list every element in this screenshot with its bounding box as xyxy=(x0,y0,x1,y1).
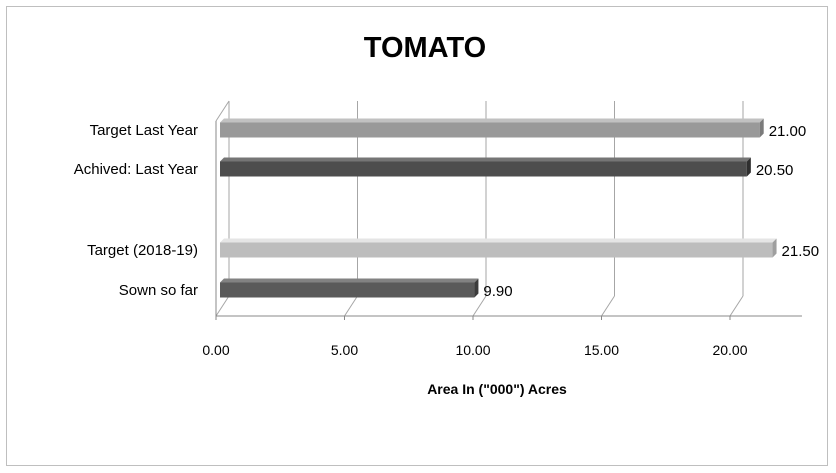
gridline-floor xyxy=(472,295,487,317)
bar xyxy=(220,282,475,298)
chart-title: TOMATO xyxy=(364,32,486,64)
bar-end xyxy=(474,278,479,298)
gridline-floor xyxy=(601,295,615,317)
x-tick-label: 5.00 xyxy=(331,342,358,358)
category-label: Target (2018-19) xyxy=(87,242,198,259)
x-tick-label: 20.00 xyxy=(712,342,747,358)
value-labels: 21.00 20.50 21.50 9.90 xyxy=(483,123,819,300)
bar-top xyxy=(220,238,777,243)
data-label: 21.50 xyxy=(782,243,820,260)
gridline-floor xyxy=(215,295,230,317)
bar-end xyxy=(746,157,751,177)
bars xyxy=(220,118,777,298)
category-label: Sown so far xyxy=(119,282,198,299)
category-label: Achived: Last Year xyxy=(74,161,198,178)
left-wall-top xyxy=(215,100,230,122)
category-label: Target Last Year xyxy=(90,122,198,139)
x-tick-label: 15.00 xyxy=(584,342,619,358)
bar xyxy=(220,242,773,258)
gridline-floor xyxy=(729,295,744,317)
bar-top xyxy=(220,157,751,162)
bar-top xyxy=(220,278,479,283)
x-tick-label: 0.00 xyxy=(202,342,229,358)
data-label: 9.90 xyxy=(483,283,512,300)
axes xyxy=(215,100,802,320)
data-label: 21.00 xyxy=(769,123,807,140)
category-labels: Target Last Year Achived: Last Year Target… xyxy=(74,122,198,299)
bar xyxy=(220,161,747,177)
bar xyxy=(220,122,760,138)
bar-top xyxy=(220,118,764,123)
data-label: 20.50 xyxy=(756,162,794,179)
bar-end xyxy=(772,238,777,258)
chart-frame xyxy=(6,6,828,466)
x-tick-label: 10.00 xyxy=(455,342,490,358)
x-axis-label: Area In ("000") Acres xyxy=(427,381,567,397)
bar-end xyxy=(759,118,764,138)
tick-labels: 0.00 5.00 10.00 15.00 20.00 xyxy=(202,342,747,358)
gridline-floor xyxy=(344,295,358,317)
